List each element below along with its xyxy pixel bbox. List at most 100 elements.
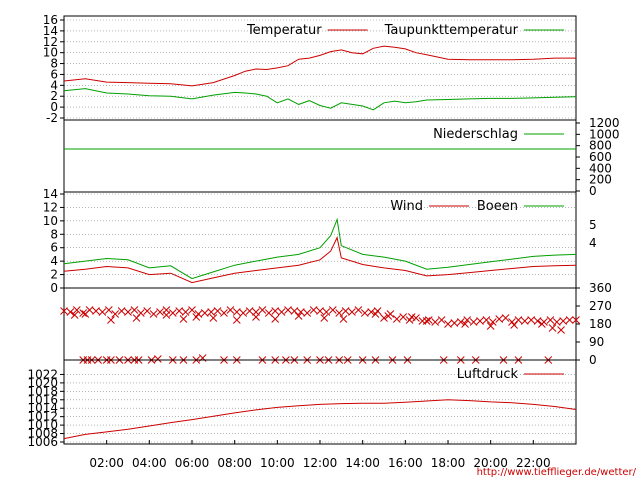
scatter-point bbox=[482, 316, 491, 324]
scatter-point bbox=[107, 316, 115, 324]
series-line-1 bbox=[63, 217, 577, 280]
x-tick-label: 06:00 bbox=[175, 456, 210, 470]
scatter-point bbox=[495, 315, 504, 323]
scatter-point bbox=[557, 326, 565, 334]
y-tick-label: 1016 bbox=[27, 393, 58, 407]
y-tick-label: 360 bbox=[589, 281, 612, 295]
scatter-point bbox=[341, 307, 350, 315]
y-tick-label: 12 bbox=[43, 35, 58, 49]
scatter-point bbox=[348, 308, 356, 316]
scatter-point bbox=[488, 318, 497, 326]
scatter-point bbox=[168, 309, 177, 317]
scatter-point bbox=[245, 307, 254, 315]
series-line-0 bbox=[63, 236, 577, 284]
scatter-point bbox=[552, 318, 561, 326]
source-url[interactable]: http://www.tiefflieger.de/wetter/ bbox=[477, 467, 637, 478]
scatter-point bbox=[181, 308, 190, 316]
x-tick-label: 08:00 bbox=[217, 456, 252, 470]
scatter-point bbox=[81, 310, 90, 318]
legend-label: Temperatur bbox=[246, 23, 322, 38]
scatter-point bbox=[565, 316, 574, 324]
scatter-point bbox=[271, 307, 280, 315]
legend-label: Boeen bbox=[477, 199, 518, 214]
scatter-point bbox=[328, 306, 337, 314]
scatter-point bbox=[130, 306, 139, 314]
y-tick-label: 1200 bbox=[589, 116, 620, 130]
scatter-point bbox=[514, 316, 523, 324]
y-tick-label: 2 bbox=[50, 268, 58, 282]
y-tick-label: 6 bbox=[50, 67, 58, 81]
x-tick-label: 22:00 bbox=[516, 456, 551, 470]
scatter-point bbox=[220, 309, 228, 317]
scatter-point bbox=[124, 308, 132, 316]
scatter-point bbox=[520, 317, 529, 325]
scatter-point bbox=[66, 308, 75, 316]
scatter-point bbox=[284, 306, 292, 314]
x-tick-label: 16:00 bbox=[388, 456, 423, 470]
x-tick-label: 10:00 bbox=[260, 456, 295, 470]
y-tick-label: 10 bbox=[43, 46, 58, 60]
scatter-point bbox=[476, 317, 484, 325]
scatter-point bbox=[277, 308, 286, 316]
scatter-point bbox=[384, 312, 393, 320]
scatter-point bbox=[510, 321, 518, 329]
scatter-point bbox=[239, 309, 248, 317]
legend-label: Wind bbox=[390, 199, 423, 214]
series-line-1 bbox=[63, 88, 577, 111]
scatter-point bbox=[546, 316, 555, 324]
scatter-point bbox=[156, 308, 164, 316]
y-tick-label: 200 bbox=[589, 173, 612, 187]
scatter-point bbox=[143, 307, 152, 315]
y-tick-label: 270 bbox=[589, 299, 612, 313]
scatter-point bbox=[437, 316, 446, 324]
scatter-point bbox=[136, 309, 145, 317]
y2-tick-label: 4 bbox=[589, 236, 597, 250]
scatter-point bbox=[149, 310, 158, 318]
x-tick-label: 20:00 bbox=[473, 456, 508, 470]
y-tick-label: 1000 bbox=[589, 127, 620, 141]
y-tick-label: 0 bbox=[589, 353, 597, 367]
x-tick-label: 14:00 bbox=[345, 456, 380, 470]
y-tick-label: 1008 bbox=[27, 427, 58, 441]
y-tick-label: 1012 bbox=[27, 410, 58, 424]
y-tick-label: 1018 bbox=[27, 384, 58, 398]
y-tick-label: 400 bbox=[589, 161, 612, 175]
scatter-point bbox=[179, 315, 188, 323]
scatter-point bbox=[469, 318, 478, 326]
scatter-point bbox=[572, 316, 580, 324]
scatter-point bbox=[392, 315, 401, 323]
scatter-point bbox=[162, 311, 171, 319]
scatter-point bbox=[175, 307, 184, 315]
scatter-point bbox=[188, 306, 196, 314]
scatter-point bbox=[264, 309, 273, 317]
y-tick-label: 14 bbox=[43, 187, 58, 201]
scatter-point bbox=[232, 316, 241, 324]
series-line-0 bbox=[63, 399, 577, 440]
scatter-point bbox=[104, 306, 113, 314]
scatter-point bbox=[407, 313, 416, 321]
scatter-point bbox=[548, 324, 557, 332]
scatter-point bbox=[424, 316, 433, 324]
scatter-point bbox=[463, 316, 472, 324]
legend-label: Luftdruck bbox=[457, 367, 519, 382]
x-tick-label: 02:00 bbox=[89, 456, 124, 470]
x-tick-label: 12:00 bbox=[303, 456, 338, 470]
scatter-point bbox=[200, 309, 209, 317]
x-tick-label: 18:00 bbox=[431, 456, 466, 470]
scatter-point bbox=[132, 314, 141, 322]
scatter-point bbox=[207, 308, 216, 316]
scatter-point bbox=[70, 311, 79, 319]
scatter-point bbox=[501, 314, 510, 322]
y-tick-label: 14 bbox=[43, 24, 58, 38]
scatter-point bbox=[335, 309, 344, 317]
y-tick-label: 8 bbox=[50, 57, 58, 71]
scatter-point bbox=[79, 309, 88, 317]
scatter-point bbox=[456, 318, 465, 326]
scatter-point bbox=[309, 306, 318, 314]
scatter-point bbox=[399, 313, 408, 321]
scatter-point bbox=[371, 310, 380, 318]
